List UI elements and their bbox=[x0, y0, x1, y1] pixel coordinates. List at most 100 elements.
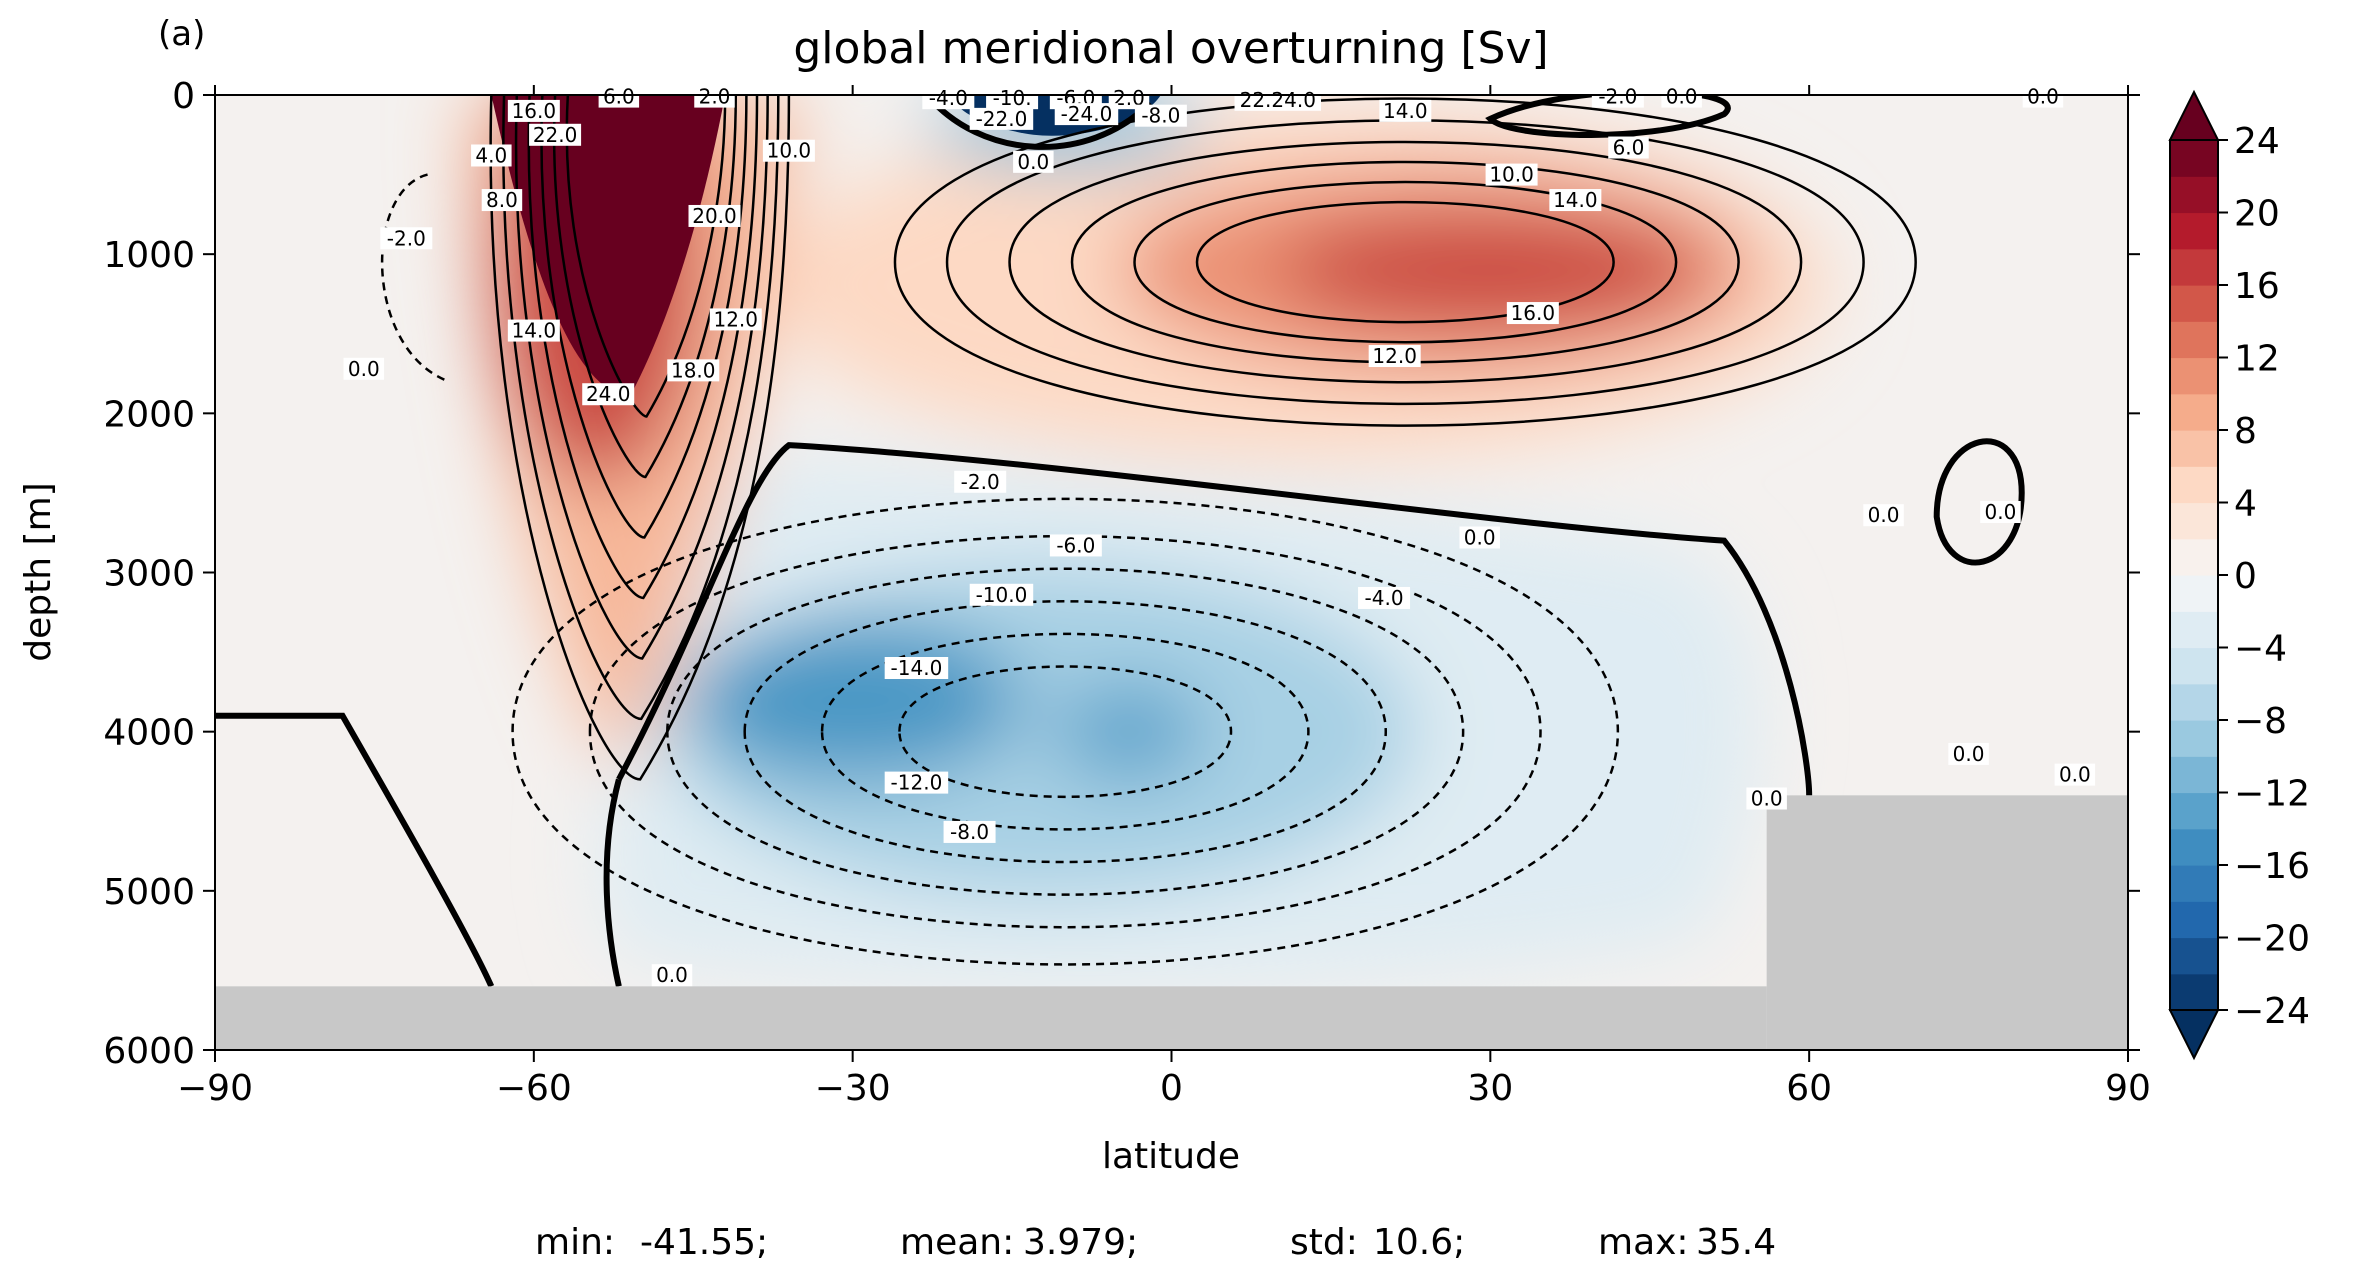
contour-label-bg bbox=[2022, 85, 2064, 108]
colorbar-swatch bbox=[2170, 285, 2218, 322]
zero-contour-arctic bbox=[1933, 438, 2025, 566]
contour-label-bg bbox=[1459, 526, 1500, 549]
contour-label-bg bbox=[884, 657, 949, 679]
contour-label-bg bbox=[1379, 99, 1432, 122]
contour-label-text: 14.0 bbox=[1553, 188, 1598, 212]
stat-mean: 3.979; bbox=[1023, 1222, 1138, 1263]
y-tick-label: 5000 bbox=[103, 872, 195, 913]
contour-label-10: 2.0 bbox=[694, 85, 735, 109]
contour-southern-2 bbox=[514, 95, 769, 660]
contour-label-text: 10.0 bbox=[767, 139, 812, 163]
contour-label-bg bbox=[969, 583, 1034, 606]
land-mask bbox=[215, 795, 2128, 1050]
contour-label-5: 22.0 bbox=[529, 123, 582, 147]
contour-label-bg bbox=[598, 85, 640, 108]
x-tick-label: 60 bbox=[1786, 1068, 1832, 1109]
upper-cell-core bbox=[1277, 214, 1703, 326]
contour-label-33: -6.0 bbox=[1049, 533, 1102, 557]
contour-negative-abyssal-5 bbox=[898, 665, 1233, 798]
colorbar-extend-bottom bbox=[2168, 1009, 2220, 1061]
stat-max: 35.4 bbox=[1696, 1222, 1776, 1263]
contour-label-28: 14.0 bbox=[1549, 188, 1602, 212]
zero-contour-south bbox=[603, 778, 622, 987]
zero-contour-west bbox=[215, 712, 495, 988]
y-tick-label: 2000 bbox=[103, 394, 195, 435]
colorbar-tick-label: −16 bbox=[2234, 846, 2310, 887]
contour-label-text: 0.0 bbox=[348, 357, 380, 381]
contour-label-text: 10.0 bbox=[1489, 163, 1534, 187]
contour-label-17: -4.0 bbox=[922, 86, 975, 110]
contour-label-26: 6.0 bbox=[1608, 136, 1649, 160]
contour-label-27: 10.0 bbox=[1485, 163, 1538, 187]
stat-std: 10.6; bbox=[1373, 1222, 1465, 1263]
colorbar-tick-label: −8 bbox=[2234, 701, 2287, 742]
contour-label-bg bbox=[762, 139, 815, 162]
contour-label-bg bbox=[1948, 742, 1989, 765]
contour-label-text: 22.24.0 bbox=[1240, 88, 1316, 112]
contour-label-text: 16.0 bbox=[1511, 301, 1556, 325]
contour-label-22: 22.24.0 bbox=[1234, 88, 1322, 112]
contour-label-bg bbox=[507, 99, 560, 122]
contour-label-37: -12.0 bbox=[884, 771, 949, 795]
contour-label-bg bbox=[1591, 85, 1644, 108]
colorbar-swatch bbox=[2170, 901, 2218, 939]
x-tick-label: −30 bbox=[815, 1068, 891, 1109]
contour-southern-4 bbox=[540, 95, 748, 539]
contour-label-44: 0.0 bbox=[2054, 763, 2096, 787]
contour-label-text: -2.0 bbox=[961, 470, 1000, 494]
contour-label-text: -14.0 bbox=[891, 656, 943, 680]
x-tick-label: −60 bbox=[496, 1068, 572, 1109]
contour-label-36: -14.0 bbox=[884, 656, 949, 680]
contour-label-31: 0.0 bbox=[2022, 85, 2064, 109]
contour-label-45: 0.0 bbox=[651, 963, 693, 987]
colorbar-swatch bbox=[2170, 393, 2218, 431]
contour-label-text: 4.0 bbox=[475, 143, 507, 167]
contour-label-bg bbox=[922, 87, 975, 110]
contour-label-bg bbox=[1746, 787, 1787, 810]
contour-southern-1 bbox=[502, 95, 780, 721]
contour-label-2: 12.0 bbox=[709, 307, 762, 331]
contour-label-text: 16.0 bbox=[512, 99, 557, 123]
colorbar-tick-label: −4 bbox=[2234, 629, 2287, 670]
contour-label-34: -10.0 bbox=[969, 583, 1034, 607]
contour-negative-abyssal-0 bbox=[511, 497, 1620, 966]
colorbar-tick-label: −12 bbox=[2234, 774, 2310, 815]
contour-label-text: 0.0 bbox=[1868, 503, 1900, 527]
contour-label-13: 0.0 bbox=[343, 357, 385, 381]
contour-label-bg bbox=[667, 359, 720, 382]
zero-contour-equatorial bbox=[924, 95, 1153, 150]
contour-label-bg bbox=[943, 820, 996, 843]
contour-label-4: 14.0 bbox=[507, 319, 560, 343]
contour-label-text: -6.0 bbox=[1056, 533, 1095, 557]
contour-label-41: 0.0 bbox=[1980, 500, 2021, 524]
contour-negative-abyssal-1 bbox=[588, 535, 1542, 929]
colorbar-swatch bbox=[2170, 212, 2218, 250]
colorbar-tick-label: 16 bbox=[2234, 266, 2280, 307]
colorbar-tick-label: −24 bbox=[2234, 991, 2310, 1032]
y-axis-label: depth [m] bbox=[18, 482, 59, 661]
contour-neg-antarctic bbox=[380, 173, 450, 383]
southern-cell-core bbox=[491, 95, 726, 398]
contour-label-bg bbox=[1485, 163, 1538, 186]
contour-label-19: -24.0 bbox=[1054, 102, 1119, 126]
colorbar-tick-label: −20 bbox=[2234, 919, 2310, 960]
contour-label-text: -24.0 bbox=[1061, 102, 1113, 126]
colorbar-swatch bbox=[2170, 575, 2218, 612]
contour-label-text: 0.0 bbox=[1985, 500, 2017, 524]
contour-label-bg bbox=[954, 470, 1007, 493]
plot-area: 24.018.012.020.014.022.016.08.04.06.0 2.0… bbox=[103, 76, 2151, 1109]
contour-label-text: 0.0 bbox=[1751, 787, 1783, 811]
abyssal-cell-core-east bbox=[1054, 683, 1204, 780]
colorbar-swatch bbox=[2170, 756, 2218, 794]
contour-label-text: -10. bbox=[993, 86, 1032, 110]
contour-label-text: -10.0 bbox=[976, 583, 1028, 607]
contour-label-bg bbox=[2054, 763, 2096, 786]
colorbar-swatch bbox=[2170, 176, 2218, 214]
zero-contour-abyssal bbox=[616, 442, 1813, 796]
contour-labels: 24.018.012.020.014.022.016.08.04.06.0 2.0… bbox=[343, 85, 2096, 987]
x-tick-label: 30 bbox=[1467, 1068, 1513, 1109]
contour-label-18: -22.0 bbox=[969, 107, 1034, 131]
contour-label-1: 18.0 bbox=[667, 358, 720, 382]
colorbar-tick-label: 8 bbox=[2234, 411, 2257, 452]
contour-label-text: 20.0 bbox=[692, 204, 737, 228]
